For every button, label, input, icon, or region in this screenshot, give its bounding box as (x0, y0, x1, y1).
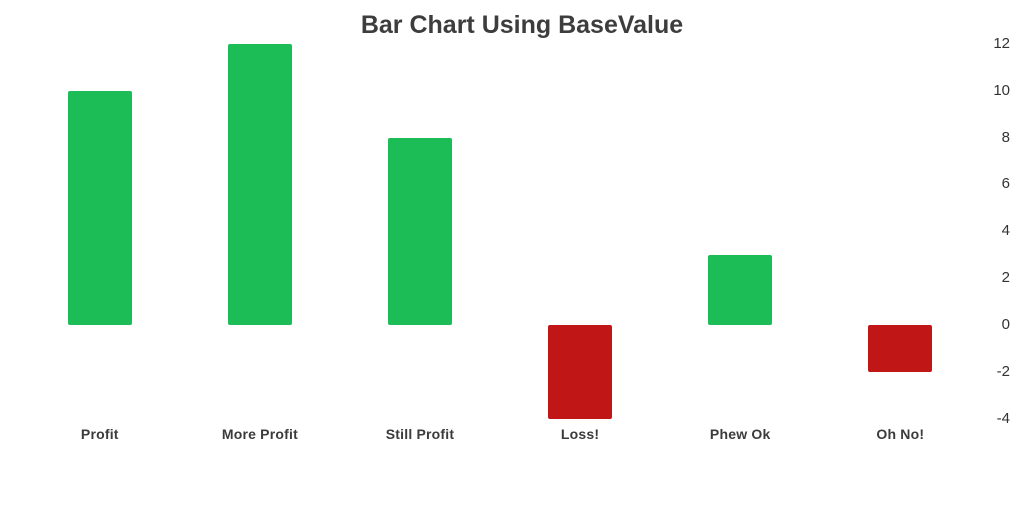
x-tick-label: Oh No! (876, 426, 925, 442)
y-tick-label: 10 (993, 81, 1010, 99)
y-tick-label: 6 (1001, 175, 1010, 193)
bar-oh-no[interactable] (868, 325, 933, 372)
y-tick-label: 8 (1001, 128, 1010, 146)
bar-phew-ok[interactable] (708, 254, 773, 325)
y-tick-label: -4 (996, 409, 1010, 427)
x-tick-label: Loss! (560, 426, 600, 442)
y-tick-label: 12 (993, 34, 1010, 52)
bar-still-profit[interactable] (388, 137, 452, 325)
y-tick-label: 0 (1001, 316, 1010, 333)
x-tick-label: Still Profit (385, 426, 455, 442)
x-tick-label: Phew Ok (709, 426, 771, 442)
chart-title: Bar Chart Using BaseValue (360, 11, 684, 39)
y-tick-label: -2 (996, 362, 1010, 380)
bar-more-profit[interactable] (227, 43, 292, 325)
x-tick-label: Profit (80, 426, 119, 442)
bar-loss[interactable] (548, 325, 613, 419)
x-tick-label: More Profit (221, 426, 298, 442)
bar-profit[interactable] (67, 90, 132, 325)
y-tick-label: 4 (1001, 222, 1010, 240)
y-tick-label: 2 (1001, 269, 1010, 287)
